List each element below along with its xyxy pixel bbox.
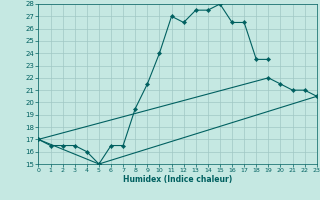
X-axis label: Humidex (Indice chaleur): Humidex (Indice chaleur) (123, 175, 232, 184)
